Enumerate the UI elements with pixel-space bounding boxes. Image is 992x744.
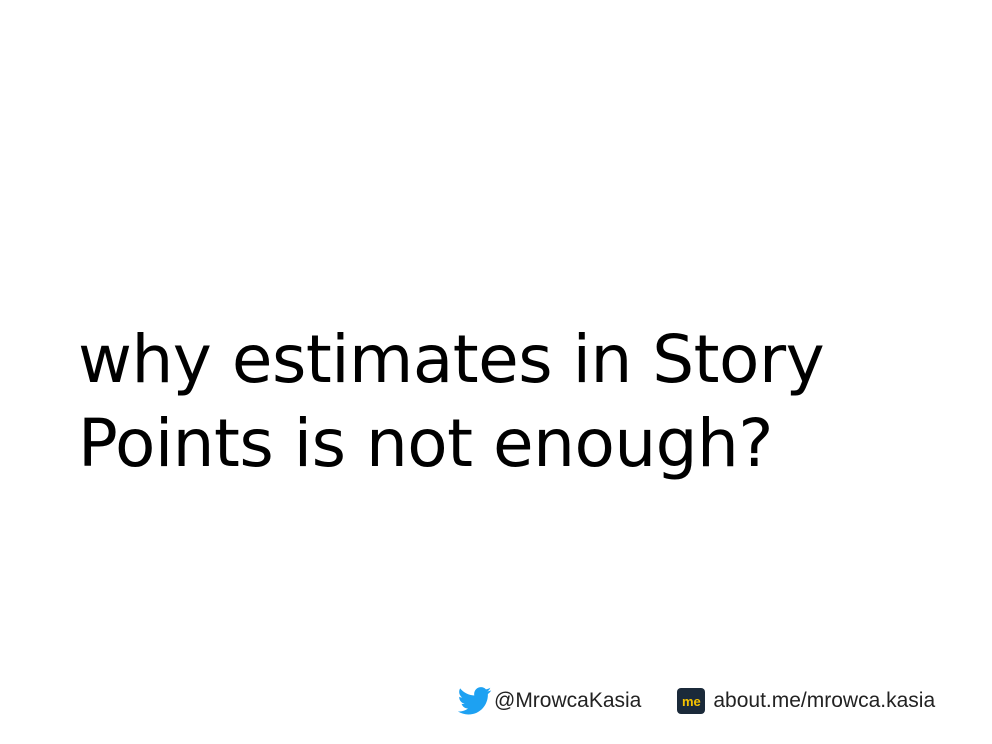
twitter-bird-icon [457, 687, 492, 715]
title-line-1: why estimates in Story [78, 321, 825, 398]
twitter-handle: @MrowcaKasia [494, 689, 642, 712]
slide-title: why estimates in Story Points is not eno… [78, 318, 958, 486]
aboutme-url: about.me/mrowca.kasia [713, 689, 936, 712]
title-line-2: Points is not enough? [78, 405, 773, 482]
footer: @MrowcaKasia me about.me/mrowca.kasia [457, 686, 936, 716]
about-me-icon: me [677, 688, 706, 714]
